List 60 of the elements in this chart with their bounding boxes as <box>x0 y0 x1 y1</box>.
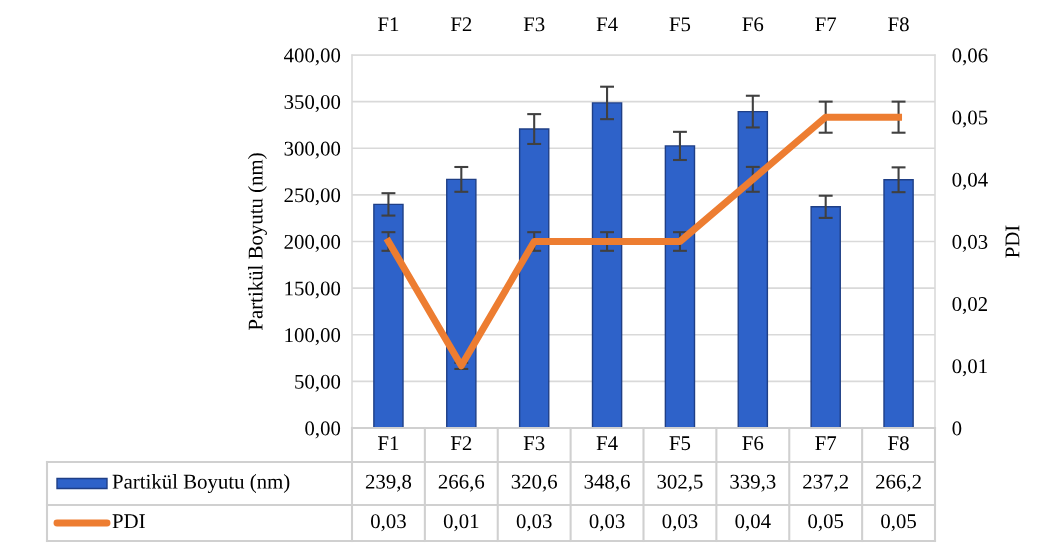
category-label: F2 <box>450 17 472 32</box>
data-label: 0,03 <box>589 514 625 532</box>
data-label: 266,2 <box>876 474 921 492</box>
bar <box>737 110 769 428</box>
y-axis-title: Partikül Boyutu (nm) <box>247 153 267 331</box>
data-label: 0,05 <box>881 514 916 532</box>
bar <box>664 145 696 428</box>
y2-tick-label: 0,01 <box>952 359 987 377</box>
data-label: 266,6 <box>438 474 485 492</box>
x-tick-label: F6 <box>742 436 764 451</box>
x-tick-label: F8 <box>888 436 909 451</box>
y2-tick-label: 0,05 <box>952 110 988 128</box>
y-tick-label: 150,00 <box>285 281 341 299</box>
y-tick-label: 350,00 <box>284 95 341 113</box>
y2-tick-label: 0,02 <box>952 297 987 315</box>
y-tick-label: 200,00 <box>284 234 341 252</box>
x-tick-label: F7 <box>815 436 837 451</box>
category-label: F1 <box>378 17 399 32</box>
bar <box>883 179 914 428</box>
data-label: 239,8 <box>365 474 412 492</box>
x-tick-label: F1 <box>378 436 399 451</box>
category-label: F7 <box>815 17 837 32</box>
bar <box>810 206 841 428</box>
x-tick-label: F5 <box>669 436 691 451</box>
category-label: F3 <box>523 17 545 32</box>
data-label: 0,03 <box>516 514 552 532</box>
y2-tick-label: 0,04 <box>952 172 988 190</box>
data-label: 302,5 <box>657 474 703 492</box>
data-label: 320,6 <box>511 474 557 492</box>
y-tick-label: 0,00 <box>305 421 341 439</box>
x-tick-label: F3 <box>523 436 545 451</box>
data-label: 237,2 <box>803 474 848 492</box>
category-label: F5 <box>669 17 691 32</box>
data-label: 0,03 <box>662 514 698 532</box>
bar <box>373 203 404 428</box>
category-label: F4 <box>596 17 618 32</box>
data-label: 0,01 <box>443 514 479 532</box>
y-tick-label: 400,00 <box>284 48 341 66</box>
y-tick-label: 300,00 <box>284 141 341 159</box>
bar <box>446 178 477 428</box>
data-label: 0,03 <box>371 514 406 532</box>
category-label: F8 <box>888 17 909 32</box>
y-tick-label: 50,00 <box>295 374 341 392</box>
category-label: F6 <box>742 17 764 32</box>
y2-tick-label: 0,06 <box>952 48 988 66</box>
legend-label: PDI <box>112 514 145 529</box>
bar <box>518 128 550 428</box>
data-label: 0,04 <box>735 514 771 532</box>
y-tick-label: 250,00 <box>284 188 341 206</box>
data-label: 339,3 <box>730 474 776 492</box>
bar <box>591 102 623 428</box>
legend-label: Partikül Boyutu (nm) <box>112 474 290 493</box>
y2-tick-label: 0,03 <box>952 234 988 252</box>
y-tick-label: 100,00 <box>285 328 341 346</box>
data-label: 0,05 <box>808 514 844 532</box>
y2-tick-label: 0 <box>952 421 962 436</box>
y2-axis-title: PDI <box>1005 225 1020 258</box>
x-tick-label: F4 <box>596 436 618 451</box>
data-label: 348,6 <box>584 474 630 492</box>
x-tick-label: F2 <box>450 436 472 451</box>
